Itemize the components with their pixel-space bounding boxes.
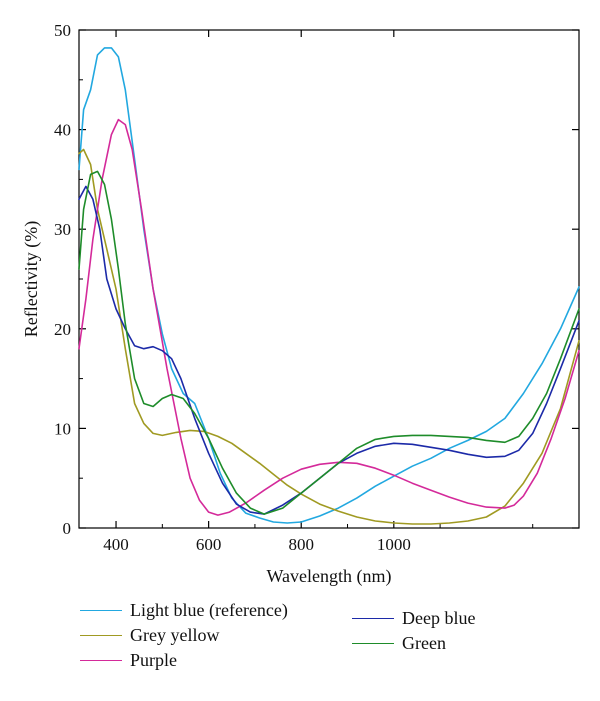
legend-swatch-grey-yellow (80, 634, 122, 636)
y-tick-label: 30 (54, 220, 71, 239)
y-tick-label: 40 (54, 121, 71, 140)
legend-swatch-purple (80, 659, 122, 661)
legend-swatch-light-blue (80, 609, 122, 611)
y-axis-title: Reflectivity (%) (21, 221, 42, 337)
legend-label-purple: Purple (130, 649, 177, 670)
y-tick-label: 20 (54, 320, 71, 339)
series-line-deep-blue (78, 185, 580, 515)
plot-frame (78, 29, 580, 529)
legend-label-light-blue: Light blue (reference) (130, 599, 288, 620)
legend-label-green: Green (402, 632, 446, 653)
legend-item-green: Green (352, 631, 446, 655)
legend-label-deep-blue: Deep blue (402, 607, 476, 628)
y-tick-label: 0 (63, 519, 72, 538)
series-line-green (78, 170, 580, 515)
series-line-grey-yellow (78, 148, 580, 525)
legend-item-light-blue: Light blue (reference) (80, 598, 288, 622)
x-axis: 400 600 800 1000 (103, 30, 534, 554)
series-line-light-blue-reference (78, 47, 580, 524)
y-tick-label: 10 (54, 419, 71, 438)
legend: Light blue (reference) Grey yellow Purpl… (80, 598, 580, 688)
legend-item-purple: Purple (80, 648, 177, 672)
legend-label-grey-yellow: Grey yellow (130, 624, 220, 645)
series-line-purple (78, 118, 580, 516)
x-tick-label: 800 (288, 535, 314, 554)
x-axis-title: Wavelength (nm) (266, 566, 391, 587)
x-tick-label: 400 (103, 535, 129, 554)
legend-item-grey-yellow: Grey yellow (80, 623, 219, 647)
legend-swatch-deep-blue (352, 617, 394, 619)
x-tick-label: 1000 (377, 535, 411, 554)
x-tick-label: 600 (196, 535, 222, 554)
legend-item-deep-blue: Deep blue (352, 606, 475, 630)
y-axis: 0 10 20 30 40 50 (54, 21, 579, 538)
legend-swatch-green (352, 642, 394, 644)
y-tick-label: 50 (54, 21, 71, 40)
series-lines (78, 47, 580, 525)
